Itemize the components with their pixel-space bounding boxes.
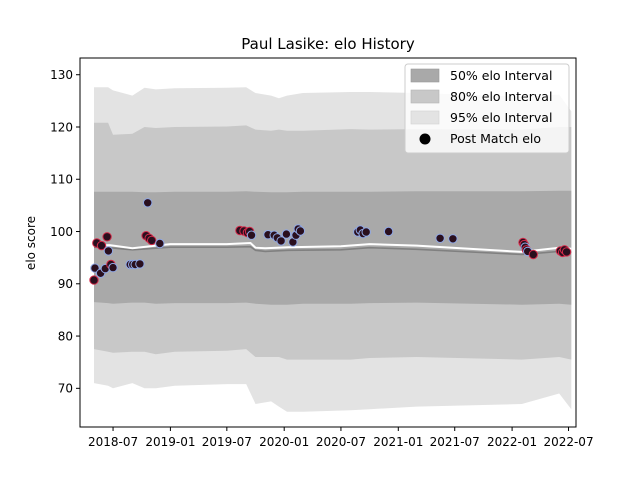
band-50-interval bbox=[94, 190, 572, 305]
post-match-point bbox=[143, 198, 153, 208]
post-match-point bbox=[361, 227, 371, 237]
post-match-point bbox=[435, 233, 445, 244]
post-match-point bbox=[561, 247, 572, 257]
post-match-point bbox=[155, 238, 165, 249]
y-tick-label: 80 bbox=[58, 329, 73, 343]
post-match-point bbox=[246, 230, 257, 240]
x-axis: 2018-07 2019-01 2019-07 2020-01 2020-07 2021-… bbox=[88, 427, 594, 449]
x-tick-label: 2020-01 bbox=[259, 435, 309, 449]
y-tick-label: 130 bbox=[50, 68, 73, 82]
y-tick-label: 120 bbox=[50, 120, 73, 134]
post-match-point bbox=[383, 226, 394, 237]
plot-area bbox=[89, 87, 572, 412]
legend-label-50: 50% elo Interval bbox=[450, 68, 552, 83]
post-match-point bbox=[295, 226, 306, 236]
legend: 50% elo Interval 80% elo Interval 95% el… bbox=[404, 63, 570, 154]
x-tick-label: 2020-07 bbox=[316, 435, 366, 449]
y-axis-label: elo score bbox=[24, 216, 38, 270]
x-tick-label: 2022-07 bbox=[543, 435, 593, 449]
y-axis: 70 80 90 100 110 120 130 bbox=[50, 68, 80, 396]
legend-swatch-95 bbox=[410, 110, 440, 125]
legend-swatch-80 bbox=[410, 89, 440, 104]
y-tick-label: 110 bbox=[50, 173, 73, 187]
y-tick-label: 70 bbox=[58, 382, 73, 396]
mean-elo-line bbox=[93, 241, 572, 253]
post-match-point bbox=[96, 240, 107, 251]
x-tick-label: 2021-07 bbox=[430, 435, 480, 449]
x-tick-label: 2019-07 bbox=[202, 435, 252, 449]
plot-frame bbox=[79, 57, 577, 428]
legend-label-points: Post Match elo bbox=[450, 131, 541, 146]
post-match-point bbox=[147, 235, 157, 246]
legend-frame bbox=[404, 63, 570, 154]
median-elo-line bbox=[93, 245, 572, 256]
post-match-point bbox=[135, 259, 145, 269]
post-match-point bbox=[448, 234, 458, 244]
post-match-point bbox=[102, 232, 112, 242]
chart-title: Paul Lasike: elo History bbox=[241, 35, 415, 53]
post-match-point bbox=[281, 229, 292, 239]
y-tick-label: 90 bbox=[58, 277, 73, 291]
post-match-point bbox=[89, 275, 99, 285]
legend-swatch-50 bbox=[410, 68, 440, 83]
x-tick-label: 2019-01 bbox=[145, 435, 195, 449]
legend-marker-point bbox=[419, 133, 431, 145]
x-tick-label: 2018-07 bbox=[88, 435, 138, 449]
post-match-point bbox=[276, 236, 286, 246]
x-tick-label: 2022-01 bbox=[487, 435, 537, 449]
legend-label-95: 95% elo Interval bbox=[450, 110, 552, 125]
post-match-points bbox=[89, 198, 572, 285]
post-match-point bbox=[108, 262, 118, 273]
legend-label-80: 80% elo Interval bbox=[450, 89, 552, 104]
post-match-point bbox=[528, 249, 538, 260]
post-match-point bbox=[103, 246, 114, 256]
x-tick-label: 2021-01 bbox=[373, 435, 423, 449]
y-tick-label: 100 bbox=[50, 225, 73, 239]
